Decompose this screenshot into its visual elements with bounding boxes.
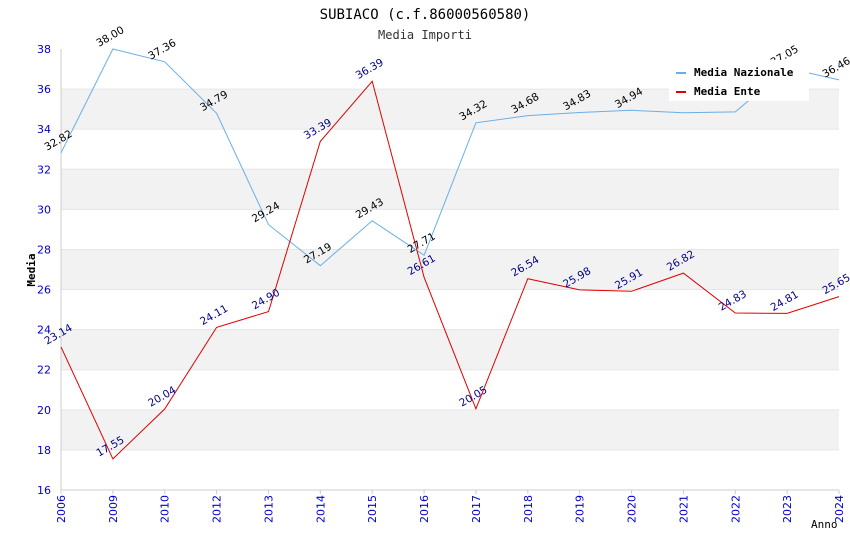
y-tick-label: 20: [37, 404, 51, 417]
x-tick-label: 2013: [262, 495, 275, 523]
x-tick-label: 2020: [626, 495, 639, 523]
y-tick-label: 26: [37, 284, 51, 297]
x-tick-label: 2012: [211, 495, 224, 523]
x-tick-label: 2006: [55, 495, 68, 523]
x-tick-label: 2015: [366, 495, 379, 523]
grid-band: [61, 409, 839, 450]
y-tick-label: 16: [37, 484, 51, 497]
x-tick-label: 2010: [159, 495, 172, 523]
grid-band: [61, 369, 839, 410]
chart-subtitle: Media Importi: [378, 28, 472, 42]
y-axis-ticks: 16 18 20 22 24 26 28 30 32 34 36 38: [37, 43, 51, 497]
grid-band: [61, 449, 839, 490]
legend-label: Media Ente: [694, 85, 761, 98]
chart-title: SUBIACO (c.f.86000560580): [320, 7, 531, 23]
x-tick-label: 2017: [470, 495, 483, 523]
y-axis-label: Media: [25, 253, 38, 286]
x-tick-label: 2016: [418, 495, 431, 523]
x-tick-label: 2024: [833, 495, 846, 523]
y-tick-label: 36: [37, 83, 51, 96]
x-tick-label: 2014: [314, 495, 327, 523]
grid-band: [61, 329, 839, 370]
x-axis-ticks: 2006 2009 2010 2012 2013 2014 2015 2016 2017 2018…: [55, 490, 846, 523]
y-tick-label: 30: [37, 203, 51, 216]
x-tick-label: 2021: [677, 495, 690, 523]
x-tick-label: 2019: [574, 495, 587, 523]
x-tick-label: 2009: [107, 495, 120, 523]
legend-box: [669, 60, 809, 101]
y-tick-label: 24: [37, 324, 51, 337]
y-tick-label: 18: [37, 444, 51, 457]
y-tick-label: 28: [37, 243, 51, 256]
y-tick-label: 32: [37, 163, 51, 176]
grid-band: [61, 129, 839, 170]
x-tick-label: 2023: [781, 495, 794, 523]
axes: [60, 49, 839, 491]
series-line-0: [60, 48, 840, 267]
legend: Media Nazionale Media Ente: [669, 60, 809, 101]
series-lines: [60, 48, 840, 460]
x-tick-label: 2022: [729, 495, 742, 523]
data-label: 38.00: [94, 24, 126, 49]
x-tick-label: 2018: [522, 495, 535, 523]
y-tick-label: 34: [37, 123, 51, 136]
y-tick-label: 38: [37, 43, 51, 56]
grid-band: [61, 289, 839, 330]
grid-band: [61, 209, 839, 250]
grid-band: [61, 249, 839, 290]
grid-bands: [61, 49, 839, 491]
series-line-1: [60, 80, 840, 460]
x-axis-label: Anno: [811, 518, 838, 531]
legend-label: Media Nazionale: [694, 66, 794, 79]
y-tick-label: 22: [37, 364, 51, 377]
